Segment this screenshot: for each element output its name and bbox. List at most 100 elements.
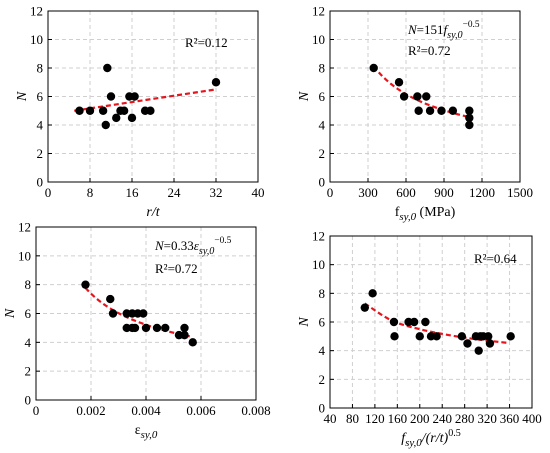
y-axis-label: N <box>3 308 18 319</box>
data-point <box>368 289 377 298</box>
x-axis-label: fsy,0 (MPa) <box>395 205 456 223</box>
x-tick-label: 40 <box>324 411 337 426</box>
x-tick-label: 0.002 <box>76 403 105 418</box>
x-tick-label: 0.006 <box>186 403 216 418</box>
y-tick-label: 0 <box>25 393 32 408</box>
y-tick-label: 0 <box>319 401 326 416</box>
r-squared-label: R²=0.12 <box>185 35 228 50</box>
y-tick-label: 2 <box>319 146 326 161</box>
data-point <box>369 63 378 73</box>
y-tick-label: 6 <box>319 315 326 330</box>
y-tick-label: 2 <box>319 372 326 387</box>
data-point <box>437 106 446 115</box>
x-tick-label: 0 <box>45 185 52 200</box>
data-point <box>127 113 137 123</box>
y-axis-label: N <box>297 91 312 102</box>
y-axis-label: N <box>15 91 30 102</box>
y-axis-label: N <box>297 317 312 328</box>
data-point <box>101 120 110 130</box>
fit-equation: N=0.33εsy,0−0.5 <box>154 236 232 257</box>
data-point <box>474 346 483 355</box>
y-tick-label: 6 <box>25 306 32 321</box>
x-tick-label: 80 <box>346 411 359 426</box>
x-tick-label: 120 <box>365 411 385 426</box>
data-point <box>399 92 409 101</box>
data-point <box>465 106 474 115</box>
x-tick-label: 40 <box>252 185 265 200</box>
data-point <box>130 323 140 333</box>
x-tick-label: 0 <box>33 403 40 418</box>
data-point <box>409 317 419 327</box>
x-tick-label: 32 <box>210 185 223 200</box>
data-point <box>161 323 170 333</box>
data-point <box>506 332 515 341</box>
data-point <box>75 106 84 115</box>
y-tick-label: 0 <box>37 175 44 190</box>
y-tick-label: 2 <box>25 364 32 379</box>
data-point <box>180 323 189 333</box>
data-point <box>152 323 162 333</box>
y-tick-label: 12 <box>312 229 325 244</box>
data-point <box>112 113 121 123</box>
data-point <box>119 106 129 115</box>
data-point <box>180 330 189 340</box>
y-tick-label: 8 <box>319 286 326 301</box>
data-point <box>106 294 115 304</box>
y-tick-label: 6 <box>319 89 326 104</box>
data-point <box>463 339 472 348</box>
data-point <box>141 323 151 333</box>
y-tick-label: 4 <box>25 335 32 350</box>
data-point <box>415 332 424 341</box>
x-tick-label: 200 <box>410 411 430 426</box>
y-tick-label: 6 <box>37 89 44 104</box>
y-tick-label: 4 <box>319 118 326 133</box>
y-tick-label: 10 <box>18 248 31 263</box>
y-tick-label: 8 <box>25 277 32 292</box>
data-point <box>465 113 474 123</box>
y-tick-label: 12 <box>30 4 43 19</box>
data-point <box>414 106 423 115</box>
data-point <box>81 280 90 289</box>
x-axis-label: r/t <box>146 205 160 220</box>
x-tick-label: 240 <box>432 411 452 426</box>
data-point <box>108 309 118 318</box>
x-tick-label: 280 <box>455 411 475 426</box>
x-axis-label: εsy,0 <box>135 423 158 441</box>
y-tick-label: 8 <box>319 61 326 76</box>
data-point <box>485 339 495 348</box>
data-point <box>103 63 112 73</box>
fit-equation: N=151fsy,0−0.5 <box>407 20 480 41</box>
y-tick-label: 10 <box>312 257 325 272</box>
data-point <box>130 92 139 101</box>
x-tick-label: 1500 <box>507 185 533 200</box>
y-tick-label: 10 <box>312 32 325 47</box>
data-point <box>465 120 474 130</box>
data-point <box>425 106 435 115</box>
x-tick-label: 900 <box>434 185 454 200</box>
x-tick-label: 320 <box>477 411 497 426</box>
x-tick-label: 360 <box>500 411 520 426</box>
x-tick-label: 160 <box>388 411 408 426</box>
data-point <box>360 303 369 312</box>
x-tick-label: 400 <box>522 411 542 426</box>
data-point <box>394 78 404 87</box>
data-point <box>413 92 422 101</box>
x-tick-label: 1200 <box>469 185 495 200</box>
data-point <box>85 106 95 115</box>
data-point <box>457 332 467 341</box>
y-tick-label: 4 <box>319 343 326 358</box>
data-point <box>390 332 399 341</box>
data-point <box>188 338 197 347</box>
data-point <box>484 332 493 341</box>
y-tick-label: 2 <box>37 146 44 161</box>
fit-curve <box>372 65 470 119</box>
x-tick-label: 24 <box>168 185 182 200</box>
x-tick-label: 16 <box>126 185 140 200</box>
x-axis-label: fsy,0/(r/t)0.5 <box>401 428 461 449</box>
x-tick-label: 8 <box>87 185 94 200</box>
y-tick-label: 4 <box>37 118 44 133</box>
r-squared-label: R²=0.64 <box>474 251 517 266</box>
